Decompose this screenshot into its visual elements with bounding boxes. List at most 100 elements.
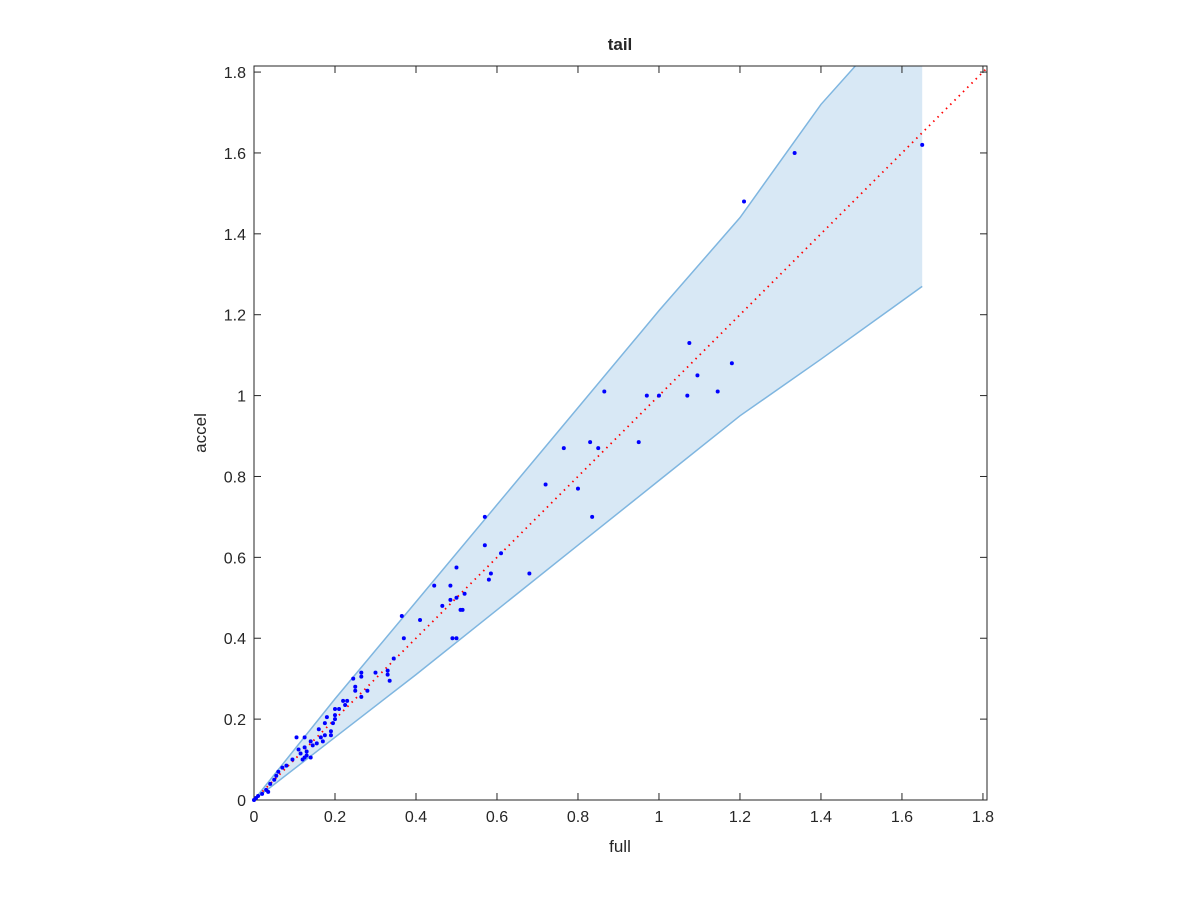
- point: [644, 393, 649, 398]
- point: [353, 688, 358, 693]
- point: [454, 565, 459, 570]
- point: [252, 798, 256, 802]
- point: [636, 440, 641, 445]
- point: [337, 707, 342, 712]
- point: [359, 674, 364, 679]
- x-tick-label: 0.8: [567, 809, 589, 826]
- point: [454, 636, 459, 641]
- x-tick-label: 1: [655, 809, 664, 826]
- point: [343, 702, 348, 707]
- point: [314, 741, 319, 746]
- point: [328, 729, 333, 734]
- point: [324, 715, 329, 720]
- point: [687, 341, 692, 346]
- point: [486, 577, 491, 582]
- point: [280, 765, 285, 770]
- point: [359, 670, 364, 675]
- axes-box: [253, 65, 988, 801]
- point: [298, 751, 303, 756]
- point: [274, 773, 279, 778]
- point: [488, 571, 493, 576]
- y-tick-label: 1.8: [224, 65, 246, 82]
- point: [310, 743, 315, 748]
- point: [385, 668, 390, 673]
- point: [272, 777, 277, 782]
- point: [399, 613, 404, 618]
- point: [482, 543, 487, 548]
- y-tick-label: 0: [237, 793, 246, 810]
- point: [575, 486, 580, 491]
- y-tick-label: 0.4: [224, 631, 246, 648]
- point: [266, 789, 271, 794]
- point: [290, 757, 295, 762]
- point: [304, 749, 309, 754]
- point: [316, 727, 321, 732]
- point: [742, 199, 747, 204]
- point: [308, 755, 313, 760]
- point: [359, 694, 364, 699]
- point: [448, 583, 453, 588]
- x-tick-label: 0: [250, 809, 259, 826]
- point: [387, 678, 392, 683]
- point: [332, 707, 337, 712]
- point: [450, 636, 455, 641]
- point: [332, 717, 337, 722]
- band-area: [254, 66, 923, 800]
- point: [320, 739, 325, 744]
- point: [499, 551, 504, 556]
- point: [792, 150, 797, 155]
- point: [695, 373, 700, 378]
- point: [685, 393, 690, 398]
- point: [588, 440, 593, 445]
- point: [729, 361, 734, 366]
- point: [353, 684, 358, 689]
- point: [391, 656, 396, 661]
- point: [448, 597, 453, 602]
- point: [596, 446, 601, 451]
- x-tick-label: 0.4: [405, 809, 427, 826]
- point: [302, 735, 307, 740]
- point: [296, 747, 301, 752]
- point: [330, 721, 335, 726]
- y-tick-label: 1: [237, 389, 246, 406]
- point: [440, 603, 445, 608]
- y-axis-label: accel: [191, 413, 210, 453]
- point: [300, 757, 305, 762]
- point: [561, 446, 566, 451]
- point: [322, 733, 327, 738]
- x-tick-label: 1.4: [810, 809, 832, 826]
- chart-title: tail: [608, 35, 633, 54]
- point: [351, 676, 356, 681]
- point: [590, 514, 595, 519]
- point: [322, 721, 327, 726]
- band-lower: [254, 285, 923, 800]
- x-tick-label: 1.6: [891, 809, 913, 826]
- y-tick-label: 0.2: [224, 712, 246, 729]
- y-tick-label: 1.2: [224, 308, 246, 325]
- point: [385, 672, 390, 677]
- y-tick-label: 1.4: [224, 227, 246, 244]
- point: [294, 735, 299, 740]
- point: [318, 735, 323, 740]
- point: [328, 733, 333, 738]
- x-tick-label: 1.2: [729, 809, 751, 826]
- point: [482, 514, 487, 519]
- point: [365, 688, 370, 693]
- point: [920, 142, 925, 147]
- point: [276, 769, 281, 774]
- point: [373, 670, 378, 675]
- point: [345, 698, 350, 703]
- point: [418, 618, 423, 623]
- point: [260, 791, 265, 796]
- point: [268, 781, 273, 786]
- point: [401, 636, 406, 641]
- point: [462, 591, 467, 596]
- point: [454, 595, 459, 600]
- point: [332, 713, 337, 718]
- y-tick-label: 0.8: [224, 469, 246, 486]
- x-tick-label: 0.6: [486, 809, 508, 826]
- point: [527, 571, 532, 576]
- point: [656, 393, 661, 398]
